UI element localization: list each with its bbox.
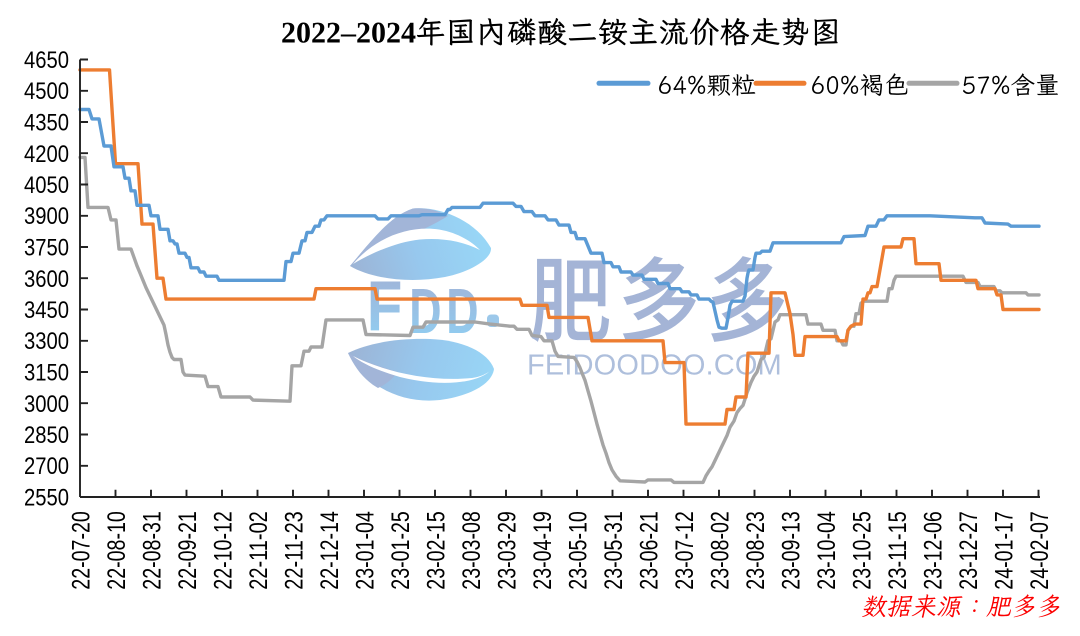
svg-text:4350: 4350 [24, 110, 69, 137]
svg-text:23-01-04: 23-01-04 [351, 511, 379, 590]
svg-text:23-08-23: 23-08-23 [742, 511, 770, 590]
svg-text:23-10-04: 23-10-04 [813, 511, 841, 590]
svg-text:22-09-21: 22-09-21 [174, 511, 202, 590]
svg-text:23-06-21: 23-06-21 [635, 511, 663, 590]
svg-text:4650: 4650 [24, 47, 69, 74]
svg-text:3750: 3750 [24, 235, 69, 262]
svg-text:4500: 4500 [24, 78, 69, 105]
svg-text:3150: 3150 [24, 360, 69, 387]
svg-text:23-05-10: 23-05-10 [564, 511, 592, 590]
svg-text:3300: 3300 [24, 328, 69, 355]
svg-text:23-08-02: 23-08-02 [706, 511, 734, 590]
svg-text:24-01-17: 24-01-17 [990, 511, 1018, 590]
svg-text:2850: 2850 [24, 422, 69, 449]
svg-text:23-05-31: 23-05-31 [600, 511, 628, 590]
svg-text:24-02-07: 24-02-07 [1026, 511, 1054, 590]
svg-text:22-12-14: 22-12-14 [316, 511, 344, 590]
svg-text:3600: 3600 [24, 266, 69, 293]
svg-text:23-03-08: 23-03-08 [458, 511, 486, 590]
svg-text:2550: 2550 [24, 485, 69, 512]
svg-text:4050: 4050 [24, 172, 69, 199]
svg-text:3900: 3900 [24, 203, 69, 230]
svg-text:23-09-13: 23-09-13 [777, 511, 805, 590]
svg-text:23-11-15: 23-11-15 [884, 511, 912, 590]
svg-text:22-10-12: 22-10-12 [209, 511, 237, 590]
svg-text:23-12-06: 23-12-06 [919, 511, 947, 590]
svg-text:23-10-25: 23-10-25 [848, 511, 876, 590]
svg-text:23-12-27: 23-12-27 [955, 511, 983, 590]
svg-text:22-11-02: 22-11-02 [245, 511, 273, 590]
svg-text:22-08-31: 22-08-31 [138, 511, 166, 590]
svg-text:2700: 2700 [24, 453, 69, 480]
svg-text:23-07-12: 23-07-12 [671, 511, 699, 590]
svg-text:23-02-15: 23-02-15 [422, 511, 450, 590]
svg-text:22-11-23: 22-11-23 [280, 511, 308, 590]
svg-text:22-08-10: 22-08-10 [103, 511, 131, 590]
svg-text:3000: 3000 [24, 391, 69, 418]
svg-text:23-03-29: 23-03-29 [493, 511, 521, 590]
svg-text:22-07-20: 22-07-20 [67, 511, 95, 590]
svg-text:3450: 3450 [24, 297, 69, 324]
svg-text:4200: 4200 [24, 141, 69, 168]
svg-text:23-01-25: 23-01-25 [387, 511, 415, 590]
svg-text:23-04-19: 23-04-19 [529, 511, 557, 590]
